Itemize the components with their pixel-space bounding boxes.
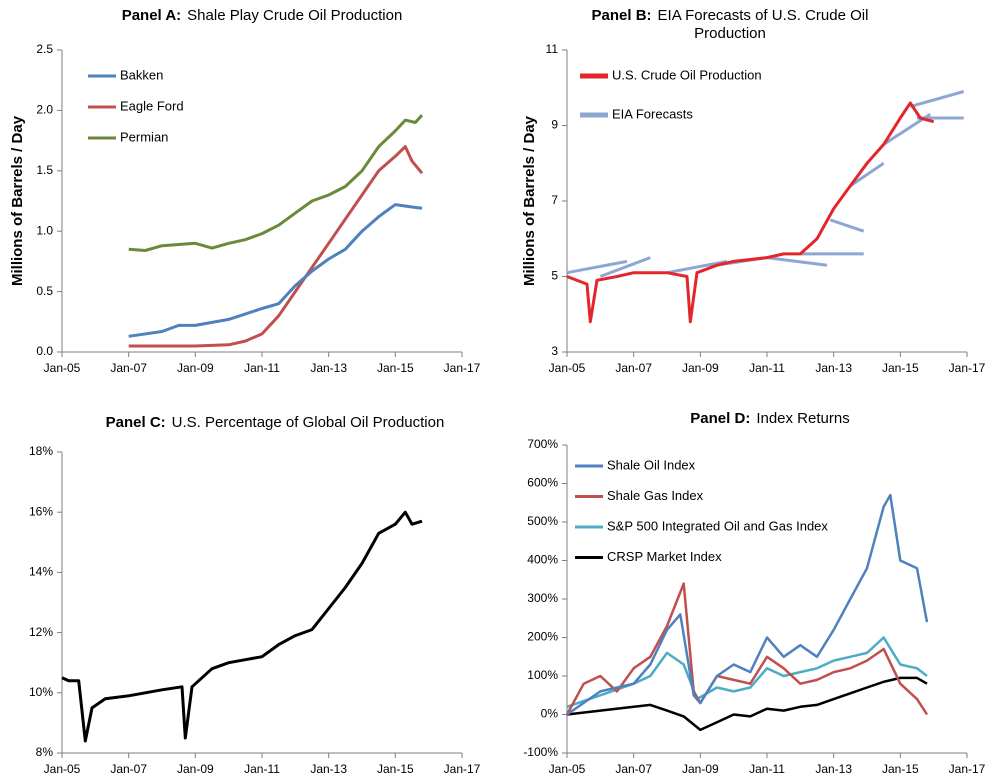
y-tick-label: 0%: [541, 707, 559, 721]
y-axis-label: Millions of Barrels / Day: [9, 115, 26, 286]
legend-label: Shale Gas Index: [607, 488, 704, 503]
x-tick-label: Jan-17: [949, 762, 986, 776]
x-tick-label: Jan-11: [749, 361, 785, 375]
y-tick-label: 200%: [527, 630, 558, 644]
legend-label: Eagle Ford: [120, 98, 184, 113]
panel-title-text: U.S. Percentage of Global Oil Production: [171, 414, 445, 431]
legend-label: Permian: [120, 129, 168, 144]
panel-title-text: Index Returns: [756, 410, 850, 427]
x-tick-label: Jan-05: [44, 361, 81, 375]
legend-label: CRSP Market Index: [607, 549, 722, 564]
legend-label: S&P 500 Integrated Oil and Gas Index: [607, 518, 828, 533]
y-tick-label: 500%: [527, 514, 558, 528]
series-line: [566, 493, 929, 716]
y-tick-label: 2.0: [36, 103, 53, 117]
legend-label: Shale Oil Index: [607, 457, 696, 472]
y-tick-label: 14%: [29, 565, 53, 579]
legend-label: Bakken: [120, 67, 163, 82]
series-line: [128, 203, 423, 338]
y-tick-label: 12%: [29, 625, 53, 639]
x-tick-label: Jan-15: [377, 361, 414, 375]
x-tick-label: Jan-13: [815, 361, 852, 375]
x-tick-label: Jan-09: [682, 361, 719, 375]
x-tick-label: Jan-15: [882, 361, 919, 375]
y-tick-label: 7: [551, 193, 558, 207]
y-tick-label: 300%: [527, 591, 558, 605]
y-tick-label: 1.5: [36, 163, 53, 177]
x-tick-label: Jan-07: [110, 762, 147, 776]
x-tick-label: Jan-05: [549, 762, 586, 776]
panel-title: Panel C: U.S. Percentage of Global Oil Pr…: [55, 414, 495, 432]
x-tick-label: Jan-11: [749, 762, 785, 776]
y-tick-label: 700%: [527, 437, 558, 451]
legend-label: U.S. Crude Oil Production: [612, 67, 762, 82]
x-tick-label: Jan-15: [882, 762, 919, 776]
x-tick-label: Jan-05: [549, 361, 586, 375]
y-tick-label: 400%: [527, 553, 558, 567]
series-line: [128, 145, 424, 348]
y-tick-label: 16%: [29, 504, 53, 518]
y-tick-label: -100%: [523, 745, 558, 759]
x-tick-label: Jan-07: [615, 762, 652, 776]
x-tick-label: Jan-15: [377, 762, 414, 776]
x-tick-label: Jan-05: [44, 762, 81, 776]
panel-title-text: Shale Play Crude Oil Production: [187, 7, 403, 24]
series-line: [565, 582, 929, 716]
y-tick-label: 10%: [29, 685, 53, 699]
legend-label: EIA Forecasts: [612, 106, 693, 121]
x-tick-label: Jan-13: [815, 762, 852, 776]
x-tick-label: Jan-17: [949, 361, 986, 375]
x-tick-label: Jan-17: [444, 361, 481, 375]
series-line: [61, 510, 423, 743]
x-tick-label: Jan-09: [177, 762, 214, 776]
series-line: [566, 636, 928, 708]
y-tick-label: 11: [546, 42, 559, 56]
y-axis-label: Millions of Barrels / Day: [521, 115, 538, 286]
series-line: [566, 101, 935, 324]
x-tick-label: Jan-17: [444, 762, 481, 776]
series-line: [566, 676, 928, 732]
y-tick-label: 8%: [36, 745, 54, 759]
x-tick-label: Jan-09: [682, 762, 719, 776]
y-tick-label: 100%: [527, 668, 558, 682]
y-tick-label: 0.0: [36, 344, 53, 358]
panel-title: Panel B: EIA Forecasts of U.S. Crude Oil …: [565, 7, 895, 43]
y-tick-label: 3: [551, 344, 558, 358]
panel-title-text: EIA Forecasts of U.S. Crude Oil Producti…: [657, 7, 869, 42]
y-tick-label: 0.5: [36, 284, 53, 298]
series-line: [128, 114, 424, 252]
y-tick-label: 600%: [527, 476, 558, 490]
panel-label: Panel D:: [690, 410, 751, 427]
x-tick-label: Jan-09: [177, 361, 214, 375]
panel-title: Panel A: Shale Play Crude Oil Production: [52, 7, 472, 25]
panel-label: Panel C:: [105, 414, 166, 431]
x-tick-label: Jan-11: [244, 361, 280, 375]
panel-title: Panel D: Index Returns: [620, 410, 920, 428]
panel-label: Panel A:: [121, 7, 182, 24]
x-tick-label: Jan-13: [310, 762, 347, 776]
x-tick-label: Jan-13: [310, 361, 347, 375]
y-tick-label: 1.0: [36, 223, 53, 237]
y-tick-label: 2.5: [36, 42, 53, 56]
y-tick-label: 9: [551, 118, 558, 132]
panel-label: Panel B:: [591, 7, 652, 24]
y-tick-label: 18%: [29, 444, 53, 458]
y-tick-label: 5: [551, 269, 558, 283]
x-tick-label: Jan-07: [110, 361, 147, 375]
x-tick-label: Jan-11: [244, 762, 280, 776]
x-tick-label: Jan-07: [615, 361, 652, 375]
